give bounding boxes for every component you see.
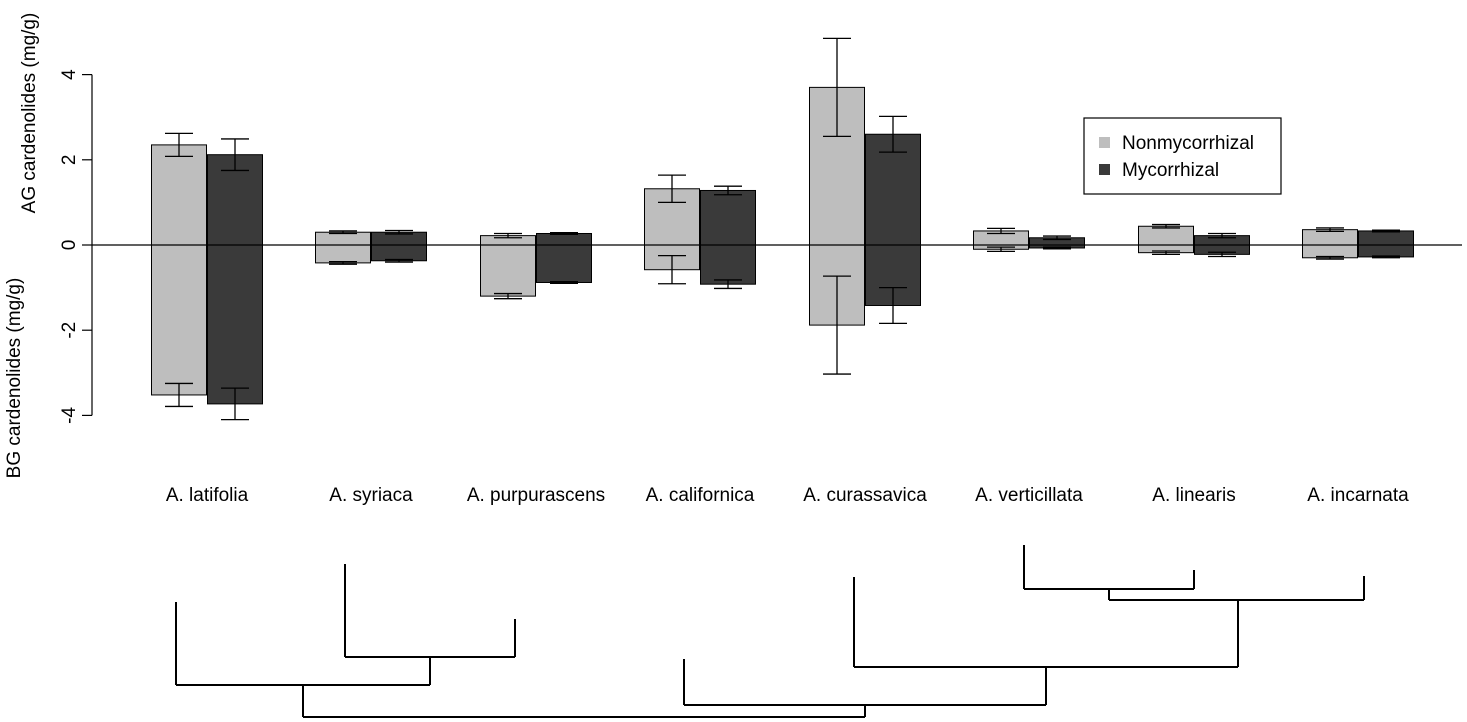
legend-label: Nonmycorrhizal <box>1122 133 1254 154</box>
y-tick-label: 4 <box>59 69 80 80</box>
category-label: A. californica <box>646 485 755 506</box>
bar <box>207 154 263 405</box>
bar <box>1302 229 1358 259</box>
y-tick-label: 2 <box>59 155 80 166</box>
y-axis: -4 -2 0 2 4 AG cardenolides (mg/g) BG cardenol… <box>4 13 93 479</box>
bars-layer <box>92 37 1462 421</box>
bar <box>315 231 371 264</box>
category-label: A. syriaca <box>329 485 413 506</box>
legend-swatch <box>1099 137 1110 148</box>
category-label: A. purpurascens <box>467 485 605 506</box>
legend: Nonmycorrhizal Mycorrhizal <box>1083 117 1282 195</box>
error-bar-ag <box>823 37 851 138</box>
error-bar-ag <box>658 174 686 204</box>
error-bar-ag <box>1208 232 1236 239</box>
error-bar-bg <box>385 258 413 263</box>
bar <box>1358 230 1414 258</box>
bar <box>151 144 207 396</box>
y-tick-label: -4 <box>59 407 80 424</box>
error-bar-ag <box>221 138 249 172</box>
bar <box>371 231 427 262</box>
y-tick-label: -2 <box>59 322 80 339</box>
error-bar-ag <box>714 185 742 196</box>
legend-swatch <box>1099 164 1110 175</box>
legend-label: Mycorrhizal <box>1122 160 1219 181</box>
error-bar-bg <box>494 292 522 300</box>
error-bar-ag <box>1372 229 1400 233</box>
error-bar-ag <box>165 132 193 158</box>
category-labels: A. latifolia A. syriaca A. purpurascens A. … <box>166 485 1409 506</box>
error-bar-bg <box>1152 250 1180 256</box>
error-bar-bg <box>879 286 907 325</box>
error-bar-bg <box>1316 255 1344 260</box>
category-label: A. linearis <box>1152 485 1235 506</box>
error-bar-ag <box>879 115 907 153</box>
error-bar-ag <box>1316 227 1344 233</box>
legend-box <box>1083 117 1282 195</box>
error-bar-bg <box>1208 251 1236 258</box>
category-label: A. incarnata <box>1307 485 1409 506</box>
bar <box>1138 225 1194 254</box>
error-bar-ag <box>494 232 522 239</box>
error-bar-bg <box>329 260 357 265</box>
error-bar-ag <box>329 230 357 235</box>
error-bar-bg <box>987 246 1015 253</box>
error-bar-bg <box>1372 255 1400 259</box>
category-label: A. latifolia <box>166 485 249 506</box>
bar <box>865 133 921 306</box>
error-bar-bg <box>221 387 249 421</box>
bar <box>536 232 592 283</box>
category-label: A. verticillata <box>975 485 1083 506</box>
bar <box>700 189 756 285</box>
error-bar-bg <box>1043 246 1071 250</box>
error-bar-bg <box>165 382 193 408</box>
error-bar-ag <box>1043 235 1071 241</box>
error-bar-ag <box>1152 223 1180 229</box>
error-bar-ag <box>550 231 578 236</box>
bar <box>480 235 536 297</box>
y-axis-label-bottom: BG cardenolides (mg/g) <box>4 278 25 479</box>
category-label: A. curassavica <box>803 485 927 506</box>
phylogeny-tree <box>175 545 1365 718</box>
error-bar-ag <box>987 227 1015 235</box>
error-bar-ag <box>385 229 413 235</box>
y-axis-label-top: AG cardenolides (mg/g) <box>19 13 40 214</box>
y-tick-label: 0 <box>59 240 80 251</box>
error-bar-bg <box>714 279 742 290</box>
error-bar-bg <box>823 275 851 375</box>
error-bar-bg <box>550 280 578 284</box>
error-bar-bg <box>658 254 686 285</box>
